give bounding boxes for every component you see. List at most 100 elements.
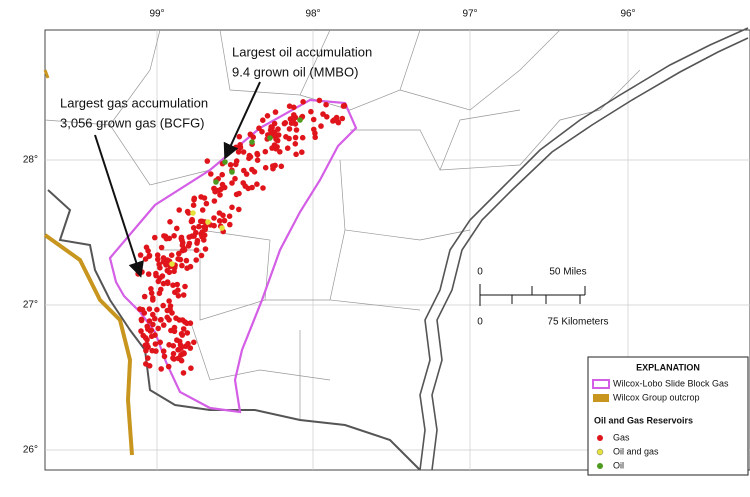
reservoir-dot [320,111,326,117]
reservoir-dot [182,343,189,350]
reservoir-dot [187,263,194,270]
reservoir-dot [145,355,151,361]
reservoir-dot [184,330,191,336]
reservoir-dot [202,246,209,252]
reservoir-dot [293,151,299,158]
reservoir-dot [262,148,269,155]
reservoir-dot [254,181,260,187]
legend-item: Oil and gas [613,446,659,456]
reservoir-dot [201,237,207,243]
reservoir-dot [180,326,187,332]
reservoir-dot [201,232,208,238]
reservoir-dot [166,298,172,304]
reservoir-dot [156,261,162,268]
reservoir-dot [293,127,300,133]
reservoir-dot [141,293,148,300]
reservoir-dot [150,295,156,301]
reservoir-dot [323,101,329,108]
reservoir-dot [232,175,238,182]
reservoir-dot [171,328,178,335]
reservoir-dot [229,169,235,175]
reservoir-dot [219,171,225,178]
reservoir-dot [237,144,244,151]
reservoir-dot [188,365,194,372]
lon-label: 98° [305,9,320,20]
reservoir-dot [176,250,182,257]
reservoir-dot [236,133,243,140]
reservoir-dot [171,233,177,239]
reservoir-dot [275,126,281,132]
reservoir-dot [240,180,246,186]
reservoir-dot [186,234,192,240]
reservoir-dot [271,120,278,127]
reservoir-dot [278,163,285,170]
reservoir-dot [318,123,324,129]
reservoir-dot [311,126,317,133]
reservoir-dot [146,363,153,369]
reservoir-dot [299,134,306,141]
reservoir-dot [189,218,196,224]
barrier-islands [431,37,749,471]
reservoir-dot [236,206,242,213]
legend-title: EXPLANATION [636,362,700,372]
reservoir-dot [146,306,153,312]
lat-label: 28° [23,155,38,166]
reservoir-dot [148,286,154,292]
reservoir-dot [144,336,150,343]
reservoir-dot [270,165,276,172]
reservoir-dot [138,328,144,334]
reservoir-dot [170,343,177,349]
reservoir-dot [160,348,167,355]
reservoir-dot [138,317,145,324]
reservoir-dot [190,202,197,208]
reservoir-dot [215,187,221,194]
reservoir-dot [262,164,269,171]
reservoir-dot [169,310,175,316]
reservoir-dot [158,286,164,293]
reservoir-dot [146,252,153,259]
reservoir-dot [286,126,293,132]
graticule [45,30,750,470]
reservoir-dot [176,207,182,213]
reservoir-dot [284,145,291,151]
reservoir-dot [163,257,169,263]
border [47,189,421,471]
reservoir-dot [275,132,282,138]
reservoir-dot [190,210,196,216]
reservoir-dot [150,321,156,328]
county-lines [44,29,641,420]
reservoir-dot [291,104,297,111]
coastline [419,27,749,471]
reservoir-dot [199,207,206,213]
reservoir-dot [216,210,223,216]
reservoir-dot [158,244,165,251]
reservoir-dot [221,217,228,224]
reservoir-dot [155,256,161,263]
reservoir-dot [160,280,167,287]
reservoir-dot [175,355,181,362]
reservoir-dot [152,234,158,241]
reservoir-dot [186,240,193,247]
lon-label: 99° [149,9,164,20]
scale-bar: 0 50 Miles 0 75 Kilometers [477,267,608,328]
reservoir-dot [163,262,169,268]
reservoir-dot [174,281,180,288]
reservoir-dot [277,149,283,155]
reservoir-dot [175,256,181,262]
reservoir-dot [334,118,341,125]
reservoir-dot [299,149,305,155]
reservoir-dot [211,198,218,204]
reservoir-dot [260,185,266,191]
reservoir-dot [179,351,186,357]
reservoir-dot [269,124,275,131]
reservoir-dot [193,229,199,236]
reservoir-dot [236,190,242,197]
lon-label: 96° [620,9,635,20]
reservoir-dot [330,118,336,124]
reservoir-dot [312,134,319,141]
reservoir-dot [191,339,197,346]
reservoir-dot [256,125,262,131]
reservoir-dot [271,142,278,148]
reservoir-dot [286,103,293,109]
gas-arrow [94,134,144,278]
